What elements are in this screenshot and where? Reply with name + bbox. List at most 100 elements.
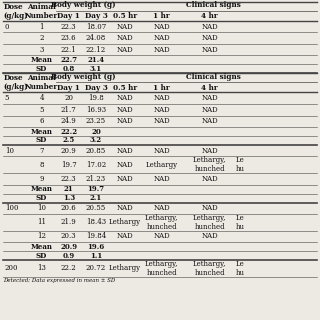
Text: 20: 20 <box>64 94 73 102</box>
Text: NAD: NAD <box>116 204 133 212</box>
Text: 1.1: 1.1 <box>90 252 102 260</box>
Text: 20.6: 20.6 <box>61 204 77 212</box>
Text: Le
hu: Le hu <box>236 214 245 231</box>
Text: Le
hu: Le hu <box>236 156 245 173</box>
Text: 20.9: 20.9 <box>60 243 77 251</box>
Text: 200: 200 <box>5 265 18 273</box>
Text: 1: 1 <box>39 22 44 30</box>
Text: NAD: NAD <box>153 175 170 183</box>
Text: 5: 5 <box>39 106 44 114</box>
Text: 3: 3 <box>39 46 44 53</box>
Text: 2: 2 <box>39 34 44 42</box>
Text: NAD: NAD <box>201 94 218 102</box>
Text: NAD: NAD <box>201 233 218 241</box>
Text: NAD: NAD <box>153 233 170 241</box>
Text: 20.3: 20.3 <box>61 233 76 241</box>
Text: 22.12: 22.12 <box>86 46 106 53</box>
Text: NAD: NAD <box>116 22 133 30</box>
Text: NAD: NAD <box>153 46 170 53</box>
Text: 20.9: 20.9 <box>61 147 77 155</box>
Text: NAD: NAD <box>201 204 218 212</box>
Text: Dose
(g/kg): Dose (g/kg) <box>4 74 28 92</box>
Text: 18.07: 18.07 <box>86 22 106 30</box>
Text: NAD: NAD <box>153 147 170 155</box>
Text: 22.3: 22.3 <box>61 22 76 30</box>
Text: 22.7: 22.7 <box>60 56 77 64</box>
Text: Mean: Mean <box>31 185 52 193</box>
Text: 5: 5 <box>5 94 9 102</box>
Text: 20: 20 <box>91 128 101 136</box>
Text: Lethargy,
hunched: Lethargy, hunched <box>193 214 226 231</box>
Text: Day 3: Day 3 <box>84 12 108 20</box>
Text: 23.25: 23.25 <box>86 117 106 125</box>
Text: SD: SD <box>36 65 47 73</box>
Text: 3.2: 3.2 <box>90 137 102 145</box>
Text: NAD: NAD <box>153 204 170 212</box>
Text: 19.8: 19.8 <box>88 94 104 102</box>
Text: NAD: NAD <box>201 175 218 183</box>
Text: NAD: NAD <box>116 147 133 155</box>
Text: Clinical signs: Clinical signs <box>186 1 241 9</box>
Text: NAD: NAD <box>116 46 133 53</box>
Text: 17.02: 17.02 <box>86 161 106 169</box>
Text: NAD: NAD <box>201 147 218 155</box>
Text: Mean: Mean <box>31 243 52 251</box>
Text: Clinical signs: Clinical signs <box>186 73 241 81</box>
Text: NAD: NAD <box>116 175 133 183</box>
Text: 13: 13 <box>37 265 46 273</box>
Text: Body weight (g): Body weight (g) <box>51 1 116 9</box>
Text: NAD: NAD <box>116 161 133 169</box>
Text: 16.93: 16.93 <box>86 106 106 114</box>
Text: NAD: NAD <box>116 117 133 125</box>
Text: 1 hr: 1 hr <box>153 84 170 92</box>
Text: 2.5: 2.5 <box>63 137 75 145</box>
Text: 0: 0 <box>5 22 9 30</box>
Text: Le
hu: Le hu <box>236 260 245 277</box>
Text: 4 hr: 4 hr <box>201 12 218 20</box>
Text: Mean: Mean <box>31 128 52 136</box>
Text: Lethargy,
hunched: Lethargy, hunched <box>145 214 178 231</box>
Text: 24.9: 24.9 <box>61 117 77 125</box>
Text: 6: 6 <box>39 117 44 125</box>
Text: 10: 10 <box>5 147 14 155</box>
Text: 19.6: 19.6 <box>87 243 105 251</box>
Text: 19.7: 19.7 <box>87 185 105 193</box>
Text: 2.1: 2.1 <box>90 194 102 202</box>
Text: NAD: NAD <box>153 34 170 42</box>
Text: Dose
(g/kg): Dose (g/kg) <box>4 3 28 20</box>
Text: 8: 8 <box>39 161 44 169</box>
Text: NAD: NAD <box>153 106 170 114</box>
Text: SD: SD <box>36 137 47 145</box>
Text: 100: 100 <box>5 204 18 212</box>
Text: 0.8: 0.8 <box>63 65 75 73</box>
Text: 11: 11 <box>37 219 46 227</box>
Text: SD: SD <box>36 252 47 260</box>
Text: NAD: NAD <box>153 22 170 30</box>
Text: Detected; Data expressed in mean ± SD: Detected; Data expressed in mean ± SD <box>3 278 116 283</box>
Text: 7: 7 <box>39 147 44 155</box>
Text: 22.2: 22.2 <box>60 128 77 136</box>
Text: NAD: NAD <box>153 117 170 125</box>
Text: 22.1: 22.1 <box>61 46 77 53</box>
Text: Day 1: Day 1 <box>57 12 80 20</box>
Text: Day 1: Day 1 <box>57 84 80 92</box>
Text: 4: 4 <box>39 94 44 102</box>
Text: 19.84: 19.84 <box>86 233 106 241</box>
Text: 1.3: 1.3 <box>63 194 75 202</box>
Text: 21.4: 21.4 <box>87 56 105 64</box>
Text: 4 hr: 4 hr <box>201 84 218 92</box>
Text: 22.3: 22.3 <box>61 175 76 183</box>
Text: NAD: NAD <box>116 94 133 102</box>
Text: NAD: NAD <box>201 117 218 125</box>
Text: 12: 12 <box>37 233 46 241</box>
Text: NAD: NAD <box>116 233 133 241</box>
Text: NAD: NAD <box>201 34 218 42</box>
Text: 21.7: 21.7 <box>61 106 77 114</box>
Text: Lethargy,
hunched: Lethargy, hunched <box>193 156 226 173</box>
Text: Lethargy: Lethargy <box>146 161 178 169</box>
Text: 18.43: 18.43 <box>86 219 106 227</box>
Text: 24.08: 24.08 <box>86 34 106 42</box>
Text: Day 3: Day 3 <box>84 84 108 92</box>
Text: 1 hr: 1 hr <box>153 12 170 20</box>
Text: Lethargy: Lethargy <box>109 219 141 227</box>
